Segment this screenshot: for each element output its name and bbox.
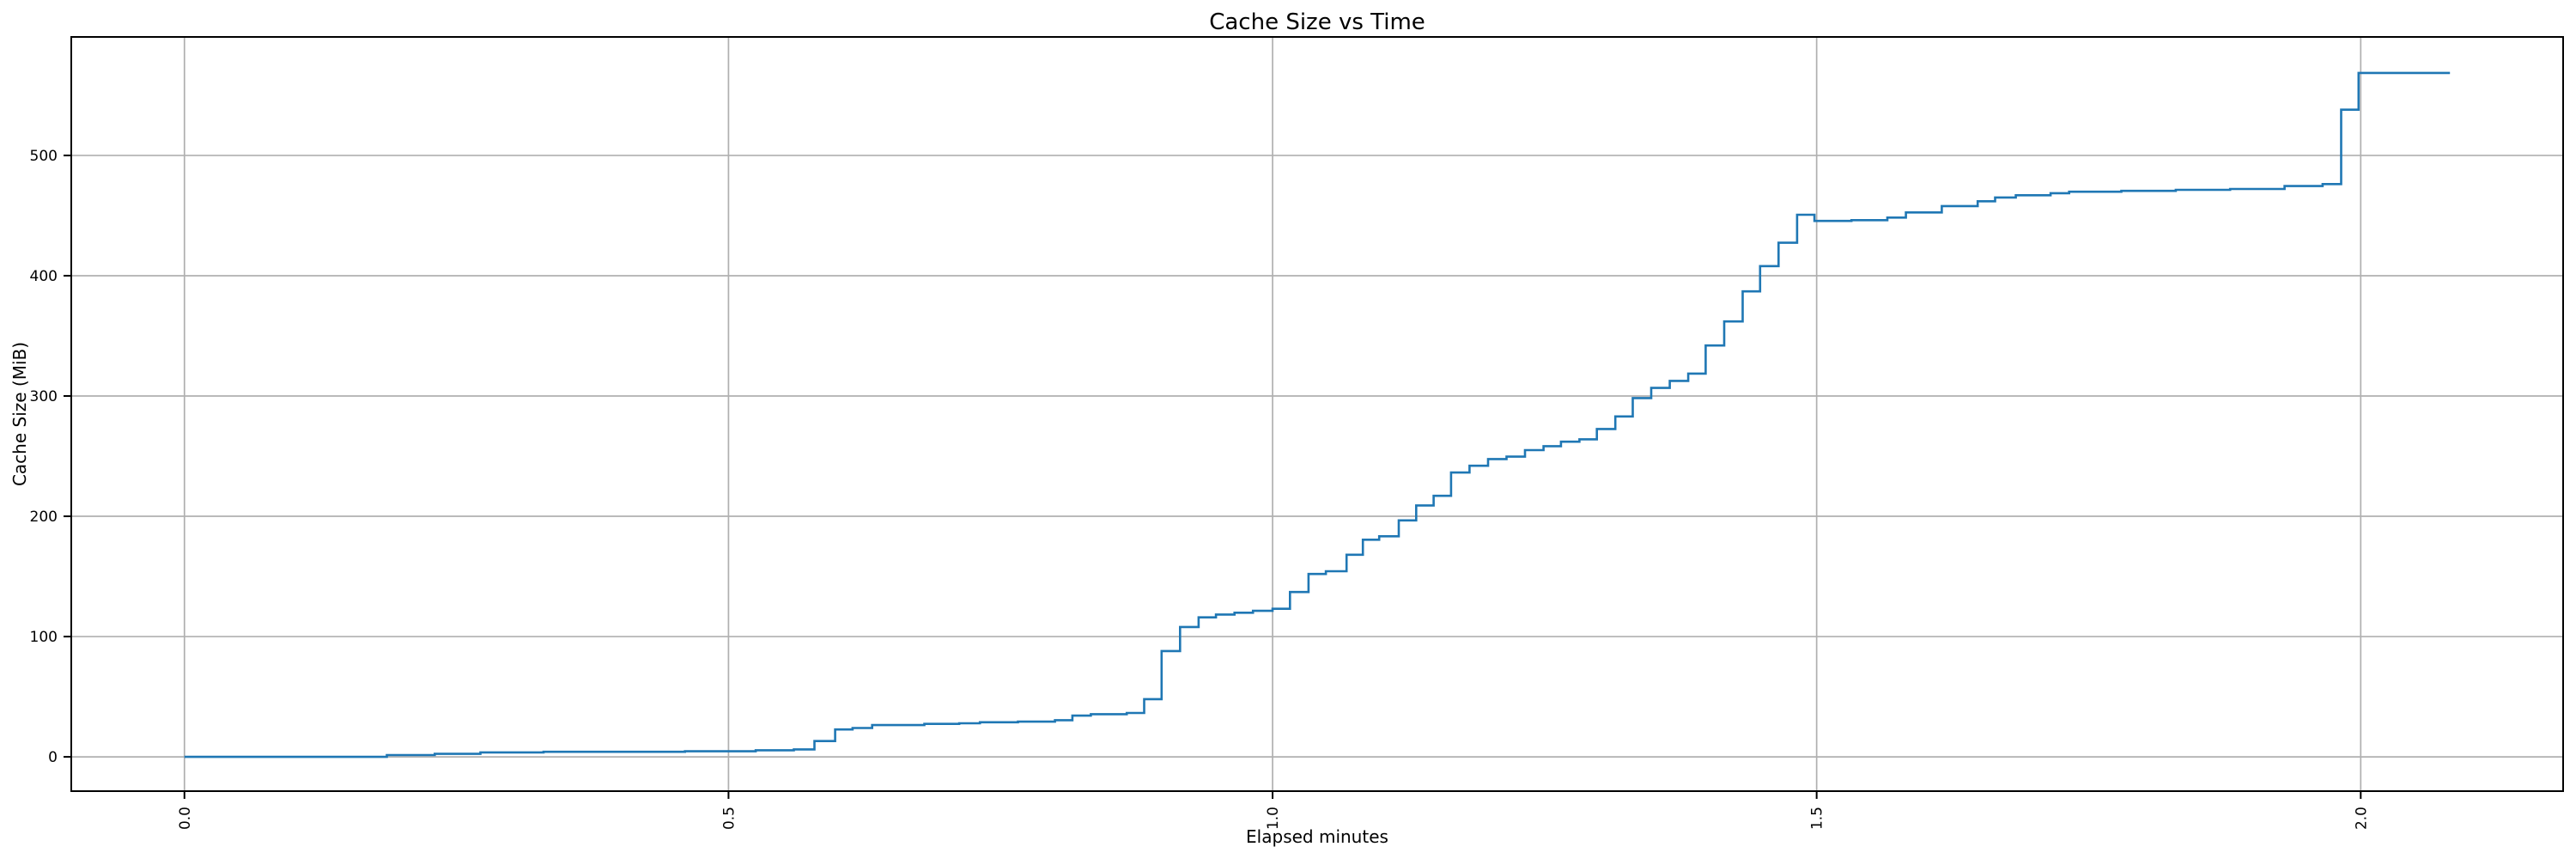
series-layer: [184, 71, 2451, 758]
tick-layer: 0.0 0.5 1.0 1.5 2.0 0 100 200 300 400 500: [30, 148, 2371, 830]
x-tick-label: 1.5: [1809, 807, 1826, 830]
y-tick-label: 200: [30, 509, 58, 526]
y-tick-label: 300: [30, 388, 58, 405]
chart-title: Cache Size vs Time: [1209, 9, 1425, 35]
x-tick-label: 1.0: [1265, 807, 1282, 830]
y-tick-label: 0: [48, 749, 58, 766]
y-tick-label: 400: [30, 268, 58, 285]
grid-layer: [71, 37, 2563, 791]
y-tick-label: 500: [30, 148, 58, 165]
y-tick-label: 100: [30, 629, 58, 646]
y-axis-label: Cache Size (MiB): [9, 342, 30, 486]
x-axis-label: Elapsed minutes: [1246, 826, 1388, 847]
cache-size-line: [184, 71, 2451, 758]
x-tick-label: 0.0: [177, 807, 194, 830]
plot-border: [70, 36, 2564, 792]
x-tick-label: 0.5: [720, 807, 738, 830]
x-tick-label: 2.0: [2353, 807, 2370, 830]
